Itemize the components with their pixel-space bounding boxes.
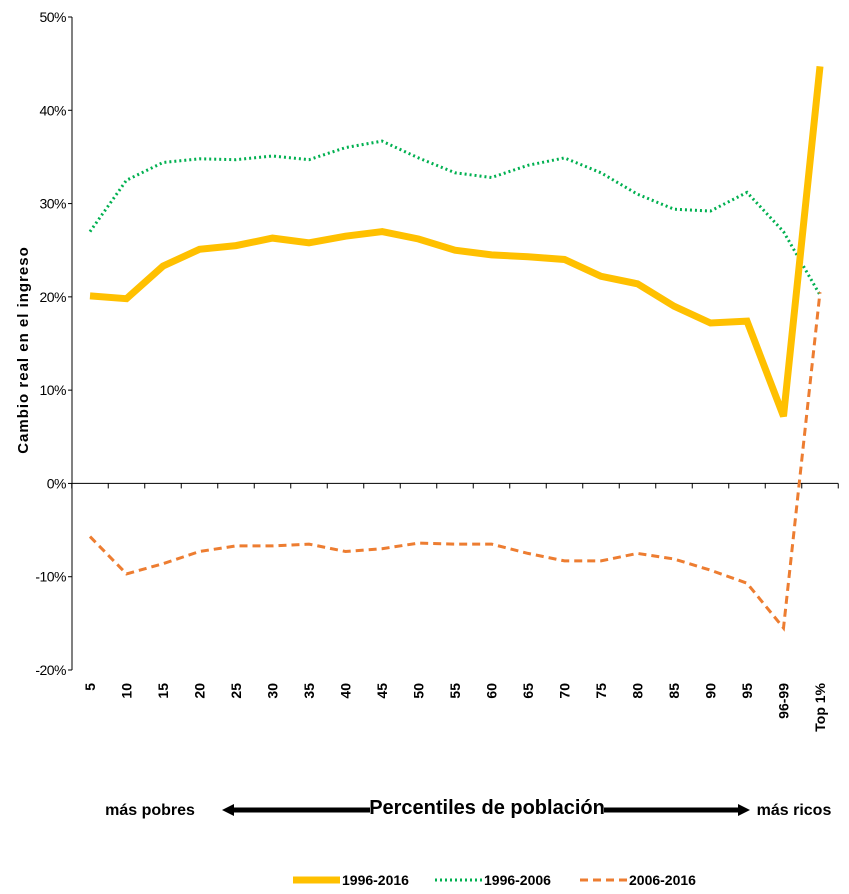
x-tick-label: 45 — [374, 683, 390, 699]
x-tick-label: 10 — [119, 683, 135, 699]
legend: 1996-2016 1996-2006 2006-2016 — [293, 872, 696, 888]
x-tick-label: 55 — [447, 683, 463, 699]
x-tick-label: 50 — [411, 683, 427, 699]
series-line-1996-2006 — [88, 139, 822, 296]
x-tick-label: 15 — [155, 683, 171, 699]
axes: 50% 40% 30% 20% 10% 0% -10% -20% 5 10 15 20 25 30 35 40… — [35, 9, 839, 732]
x-tick-label: 80 — [630, 683, 646, 699]
x-axis-title: Percentiles de población — [369, 797, 605, 819]
y-tick-label: 20% — [39, 289, 66, 305]
legend-label: 2006-2016 — [629, 872, 696, 888]
left-note: más pobres — [105, 802, 195, 819]
x-tick-label: 75 — [593, 683, 609, 699]
right-arrow — [604, 804, 750, 816]
x-tick-label: 85 — [666, 683, 682, 699]
right-note: más ricos — [757, 802, 832, 819]
series-line-2006-2016 — [88, 292, 822, 632]
x-tick-label: 65 — [520, 683, 536, 699]
x-tick-label: 40 — [338, 683, 354, 699]
labels-layer: Cambio real en el ingreso más pobres Per… — [15, 246, 831, 819]
y-tick-label: 10% — [39, 382, 66, 398]
series-layer — [88, 66, 824, 632]
y-tick-label: 0% — [47, 475, 66, 491]
x-tick-label: 30 — [265, 683, 281, 699]
x-tick-label: 96-99 — [776, 683, 792, 719]
y-tick-label: 30% — [39, 196, 66, 212]
x-tick-label: 35 — [301, 683, 317, 699]
y-axis-title: Cambio real en el ingreso — [15, 246, 32, 454]
left-arrow — [222, 804, 370, 816]
y-tick-label: -20% — [35, 662, 66, 678]
x-tick-label: Top 1% — [812, 682, 828, 731]
legend-label: 1996-2016 — [342, 872, 409, 888]
x-tick-label: 20 — [192, 683, 208, 699]
x-tick-label: 90 — [703, 683, 719, 699]
x-tick-label: 60 — [484, 683, 500, 699]
x-tick-label: 25 — [228, 683, 244, 699]
legend-label: 1996-2006 — [484, 872, 551, 888]
y-tick-label: 40% — [39, 102, 66, 118]
y-tick-label: -10% — [35, 569, 66, 585]
y-tick-label: 50% — [39, 9, 66, 25]
series-line-1996-2016 — [89, 66, 824, 418]
x-tick-label: 70 — [557, 683, 573, 699]
x-tick-label: 95 — [739, 683, 755, 699]
x-tick-label: 5 — [82, 683, 98, 691]
